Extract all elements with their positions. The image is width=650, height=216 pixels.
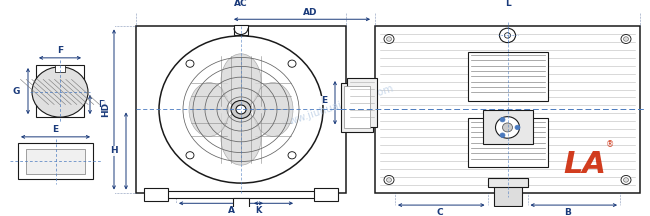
Text: L: L: [504, 0, 510, 8]
Bar: [314, 188, 338, 201]
Bar: [375, 26, 640, 192]
Bar: [146, 191, 336, 198]
Circle shape: [504, 33, 510, 38]
Bar: [344, 86, 370, 128]
Circle shape: [500, 133, 505, 137]
Text: AD: AD: [303, 8, 317, 17]
Bar: [234, 25, 248, 35]
Text: G: G: [12, 87, 20, 97]
Text: D: D: [98, 100, 105, 109]
Circle shape: [384, 35, 394, 43]
Circle shape: [236, 105, 246, 114]
Bar: [55, 65, 65, 72]
Circle shape: [288, 152, 296, 159]
Bar: [341, 83, 373, 132]
Circle shape: [387, 178, 391, 182]
Circle shape: [621, 35, 631, 43]
Circle shape: [495, 117, 519, 138]
Text: B: B: [564, 208, 571, 216]
Ellipse shape: [221, 54, 261, 108]
Bar: [493, 184, 521, 206]
Text: E: E: [321, 96, 327, 105]
Bar: [467, 118, 547, 167]
Circle shape: [500, 118, 505, 122]
Circle shape: [621, 175, 631, 184]
Circle shape: [384, 175, 394, 184]
Circle shape: [387, 37, 391, 41]
Circle shape: [288, 60, 296, 67]
Text: HD: HD: [101, 102, 111, 117]
Circle shape: [231, 100, 251, 118]
Bar: [488, 178, 528, 187]
Text: F: F: [57, 46, 63, 55]
Bar: [233, 198, 249, 209]
Text: LA: LA: [564, 150, 606, 179]
Circle shape: [623, 37, 629, 41]
Bar: [18, 143, 93, 179]
Ellipse shape: [253, 83, 293, 137]
Text: ®: ®: [606, 140, 614, 149]
Circle shape: [159, 36, 323, 183]
Circle shape: [32, 67, 88, 117]
Text: A: A: [227, 206, 235, 215]
Ellipse shape: [189, 83, 229, 137]
Text: E: E: [53, 125, 58, 134]
Circle shape: [186, 152, 194, 159]
Text: www.jiuhuaidianji.com: www.jiuhuaidianji.com: [281, 83, 395, 129]
Circle shape: [186, 60, 194, 67]
Circle shape: [499, 28, 515, 43]
Circle shape: [515, 125, 520, 130]
Bar: [136, 26, 346, 192]
Bar: [26, 149, 85, 174]
Circle shape: [502, 123, 512, 132]
Bar: [467, 52, 547, 101]
Bar: [482, 110, 532, 145]
Circle shape: [623, 178, 629, 182]
Text: C: C: [437, 208, 443, 216]
Text: AC: AC: [234, 0, 248, 8]
Ellipse shape: [221, 111, 261, 165]
Bar: [347, 78, 377, 127]
Text: K: K: [255, 206, 262, 215]
Text: H: H: [111, 146, 118, 156]
Bar: [36, 65, 84, 117]
Bar: [144, 188, 168, 201]
